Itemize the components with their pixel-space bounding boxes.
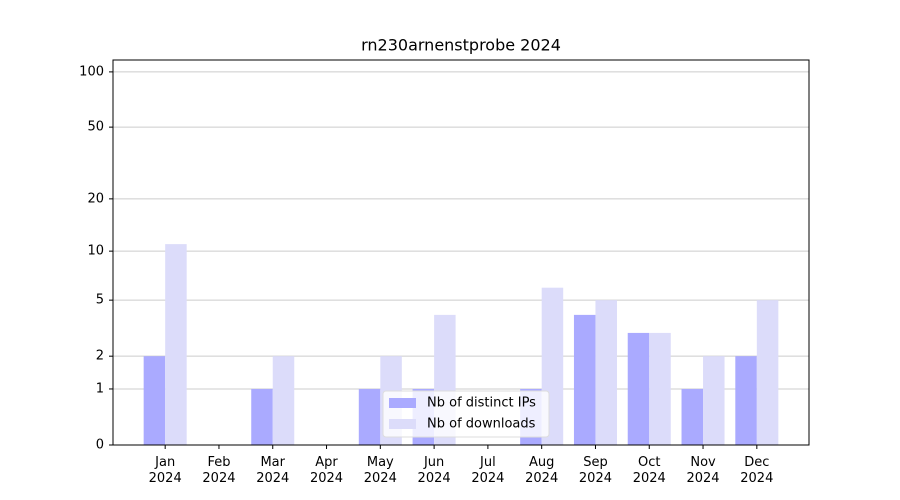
x-tick-label: Mar 2024 bbox=[256, 455, 289, 486]
plot-frame bbox=[112, 59, 810, 446]
bar bbox=[756, 300, 779, 445]
x-tick-label: Jul 2024 bbox=[471, 455, 504, 486]
legend: Nb of distinct IPs Nb of downloads bbox=[382, 390, 550, 438]
y-tick-label: 100 bbox=[79, 64, 104, 79]
x-tick-label: May 2024 bbox=[364, 455, 397, 486]
bar bbox=[573, 314, 596, 445]
chart-title: rn230arnenstprobe 2024 bbox=[361, 36, 561, 55]
x-tick-label: Feb 2024 bbox=[202, 455, 235, 486]
y-tick-label: 20 bbox=[87, 191, 104, 206]
x-tick-label: Apr 2024 bbox=[310, 455, 343, 486]
x-tick-label: Sep 2024 bbox=[579, 455, 612, 486]
bar bbox=[703, 356, 725, 445]
legend-label: Nb of distinct IPs bbox=[427, 396, 536, 411]
y-tick-label: 5 bbox=[96, 293, 104, 308]
y-tick-label: 2 bbox=[96, 349, 104, 364]
legend-box bbox=[382, 390, 550, 438]
bar bbox=[735, 356, 757, 445]
bar bbox=[143, 356, 166, 445]
bar bbox=[165, 244, 187, 445]
x-tick-label: Aug 2024 bbox=[525, 455, 558, 486]
legend-swatch bbox=[389, 419, 416, 429]
bar bbox=[595, 300, 617, 445]
x-tick-label: Jun 2024 bbox=[418, 455, 451, 486]
x-tick-label: Jan 2024 bbox=[149, 455, 182, 486]
bar bbox=[627, 332, 650, 445]
y-tick-label: 50 bbox=[87, 120, 104, 135]
bar bbox=[649, 332, 671, 445]
bar bbox=[272, 356, 295, 445]
y-tick-label: 10 bbox=[87, 244, 104, 259]
y-tick-label: 1 bbox=[96, 381, 104, 396]
x-tick-label: Dec 2024 bbox=[740, 455, 773, 486]
x-tick-label: Nov 2024 bbox=[686, 455, 719, 486]
legend-label: Nb of downloads bbox=[427, 417, 536, 432]
legend-swatch bbox=[389, 398, 416, 408]
bar bbox=[251, 388, 273, 445]
bar bbox=[681, 388, 704, 445]
y-tick-label: 0 bbox=[96, 438, 104, 453]
x-tick-label: Oct 2024 bbox=[633, 455, 666, 486]
bar bbox=[358, 388, 381, 445]
